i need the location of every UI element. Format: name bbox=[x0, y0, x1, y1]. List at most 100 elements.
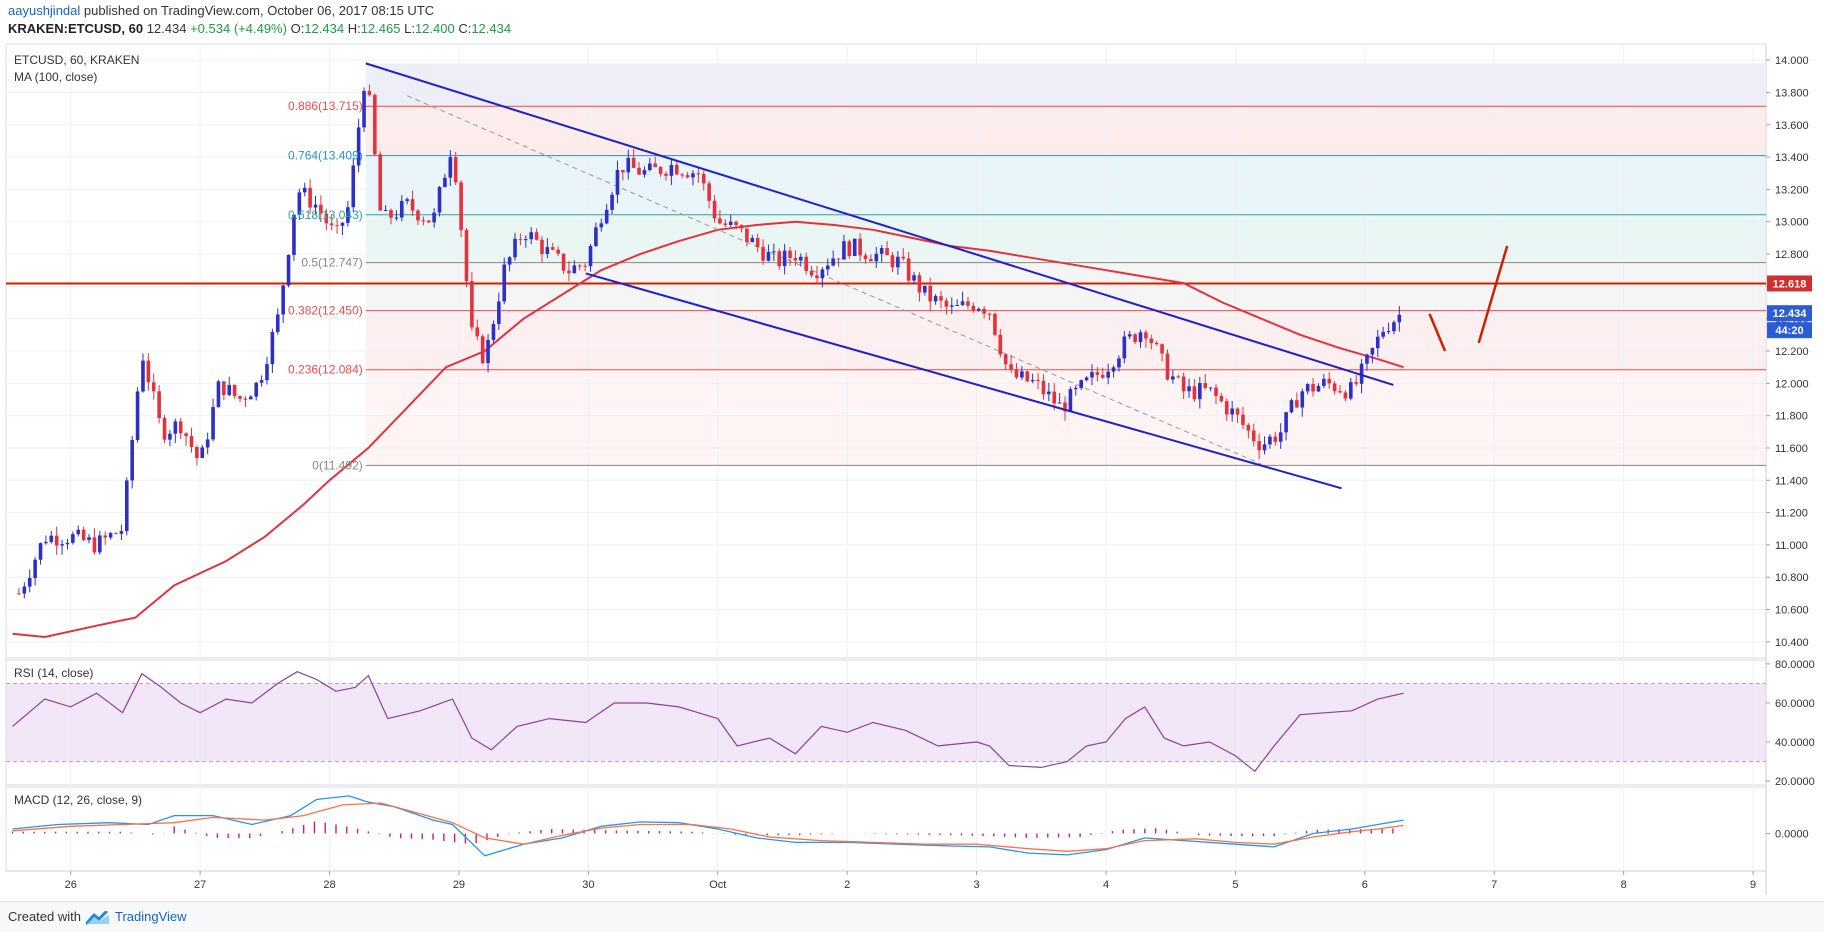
candle-body bbox=[1165, 353, 1170, 380]
candle-body bbox=[793, 257, 798, 261]
candle-body bbox=[76, 529, 81, 535]
candle-body bbox=[955, 304, 959, 306]
candle-body bbox=[626, 157, 631, 173]
candle-body bbox=[799, 256, 803, 261]
candle-body bbox=[1349, 382, 1353, 399]
candle-body bbox=[896, 256, 900, 268]
candle-body bbox=[966, 301, 970, 306]
time-tick-label: 2 bbox=[844, 879, 850, 891]
candle-body bbox=[917, 275, 922, 293]
fib-zone bbox=[365, 310, 1767, 370]
candle-body bbox=[497, 301, 501, 324]
price-tick-label: 11.000 bbox=[1775, 540, 1808, 552]
candle-body bbox=[502, 264, 507, 302]
candle-body bbox=[960, 301, 965, 305]
candle-body bbox=[691, 173, 695, 178]
candle-body bbox=[459, 182, 463, 231]
fib-zone bbox=[365, 369, 1767, 466]
candle-body bbox=[475, 327, 480, 337]
price-tick-label: 13.800 bbox=[1775, 87, 1809, 99]
candle-body bbox=[1192, 386, 1197, 400]
candle-body bbox=[1386, 331, 1391, 333]
time-tick-label: 9 bbox=[1750, 879, 1756, 891]
candle-body bbox=[998, 334, 1003, 355]
candle-body bbox=[443, 177, 447, 188]
price-tag-box bbox=[1767, 275, 1812, 292]
ma-100-line bbox=[12, 220, 1404, 639]
candle-body bbox=[1246, 424, 1251, 431]
candle-body bbox=[65, 542, 70, 545]
rsi-line bbox=[12, 671, 1404, 773]
price-tick-label: 11.200 bbox=[1775, 508, 1808, 520]
time-tick-label: 6 bbox=[1362, 879, 1368, 891]
candle-body bbox=[782, 250, 787, 267]
candle-body bbox=[1095, 372, 1100, 375]
candle-body bbox=[222, 381, 226, 396]
candle-body bbox=[426, 220, 431, 223]
time-tick-label: 29 bbox=[453, 879, 465, 891]
candle-body bbox=[162, 418, 167, 440]
candle-body bbox=[157, 391, 161, 419]
candle-body bbox=[577, 265, 582, 267]
candle-body bbox=[216, 381, 221, 408]
candle-body bbox=[615, 169, 620, 195]
macd-histogram bbox=[11, 821, 1394, 844]
symbol-interval: KRAKEN:ETCUSD, 60 bbox=[8, 21, 144, 36]
candle-body bbox=[399, 201, 404, 218]
upper-channel-line bbox=[365, 62, 1394, 386]
close-label: C: bbox=[458, 21, 472, 36]
chart-svg[interactable]: 0.886(13.715) 0.764(13.409) 0.618(13.043) 0… bbox=[0, 0, 1824, 900]
author-link[interactable]: aayushjindal bbox=[8, 3, 81, 18]
fib-zone bbox=[365, 214, 1767, 263]
price-tick-label: 12.800 bbox=[1775, 249, 1809, 261]
fib-level-label: 0.5(12.747) bbox=[301, 256, 362, 270]
time-tick-label: 8 bbox=[1621, 879, 1627, 891]
candle-body bbox=[173, 421, 178, 434]
tradingview-logo-icon[interactable] bbox=[86, 911, 110, 925]
projection-down-stroke bbox=[1428, 313, 1447, 352]
candle-body bbox=[534, 232, 539, 240]
candle-body bbox=[1052, 391, 1057, 404]
tradingview-link[interactable]: TradingView bbox=[115, 909, 187, 924]
candle-body bbox=[1176, 376, 1181, 378]
candle-body bbox=[653, 163, 658, 168]
candle-body bbox=[825, 265, 830, 270]
candle-body bbox=[1014, 369, 1019, 378]
candle-body bbox=[286, 254, 291, 286]
candle-body bbox=[669, 164, 674, 176]
candle-body bbox=[718, 218, 722, 224]
candle-body bbox=[599, 223, 604, 228]
candle-body bbox=[1365, 354, 1369, 364]
candle-body bbox=[707, 183, 711, 201]
time-tick-label: Oct bbox=[709, 879, 726, 891]
candle-body bbox=[583, 265, 587, 267]
price-tick-label: 12.200 bbox=[1775, 346, 1809, 358]
candle-body bbox=[712, 200, 717, 219]
candle-body bbox=[518, 238, 523, 240]
fib-backgrounds bbox=[365, 63, 1767, 466]
candle-body bbox=[22, 586, 27, 594]
candle-body bbox=[464, 230, 469, 282]
candle-body bbox=[146, 360, 151, 383]
rsi-legend: RSI (14, close) bbox=[14, 666, 93, 680]
candle-body bbox=[1392, 322, 1396, 332]
candle-body bbox=[178, 421, 183, 434]
candle-body bbox=[885, 248, 889, 256]
candle-body bbox=[410, 199, 415, 211]
candles bbox=[17, 84, 1402, 599]
macd-signal-line bbox=[12, 802, 1404, 852]
price-tick-label: 13.600 bbox=[1775, 120, 1809, 132]
candle-body bbox=[1106, 371, 1110, 378]
rsi-tick-label: 20.0000 bbox=[1775, 776, 1815, 788]
fib-levels bbox=[365, 105, 1766, 466]
candle-body bbox=[631, 157, 636, 168]
close-value: 12.434 bbox=[471, 21, 512, 36]
candle-body bbox=[211, 407, 215, 440]
candle-body bbox=[421, 220, 426, 222]
candle-body bbox=[572, 265, 577, 274]
candle-body bbox=[265, 364, 269, 381]
candle-body bbox=[588, 245, 593, 267]
candle-body bbox=[842, 241, 846, 260]
price-tick-label: 10.600 bbox=[1775, 605, 1809, 617]
candle-body bbox=[227, 384, 232, 396]
